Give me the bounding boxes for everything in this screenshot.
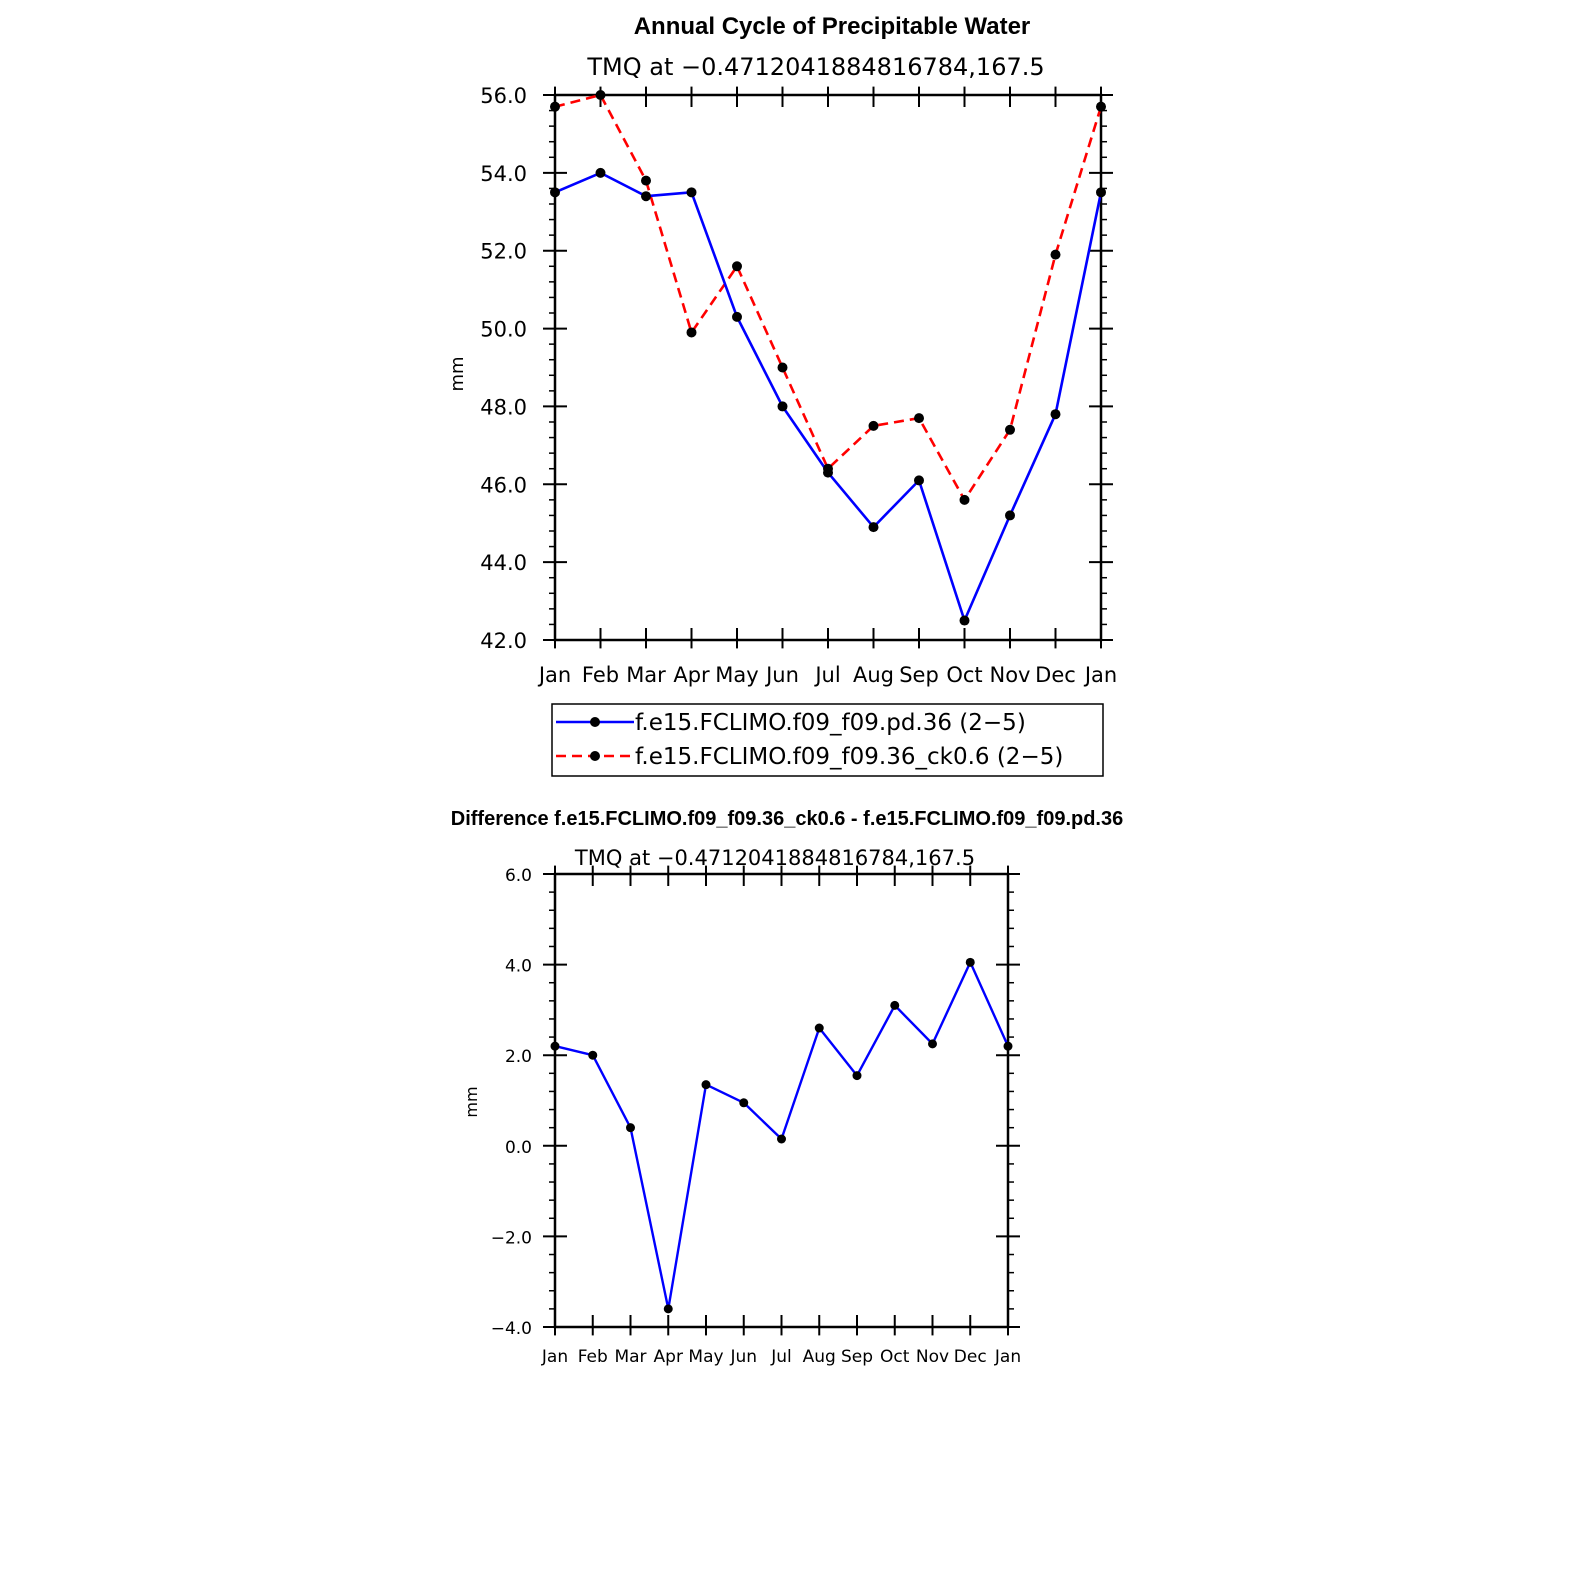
x-tick-label: Dec: [954, 1347, 987, 1367]
plot-frame-2: [553, 872, 1010, 1329]
y-tick-label: −4.0: [491, 1319, 532, 1339]
chart-1-title: Annual Cycle of Precipitable Water: [634, 13, 1031, 40]
chart-2-y-axis-label: mm: [462, 1086, 481, 1117]
x-tick-label: Feb: [582, 663, 619, 687]
series-1-point: [852, 1071, 862, 1081]
series-1-point: [1050, 409, 1061, 420]
y-tick-label: 2.0: [505, 1047, 532, 1067]
series-2-point: [777, 362, 788, 373]
x-tick-label: Dec: [1035, 663, 1076, 687]
x-tick-label: May: [715, 663, 758, 687]
series-1-point: [739, 1098, 749, 1108]
chart-1-subtitle: TMQ at −0.4712041884816784,167.5: [586, 53, 1044, 81]
y-tick-label: 0.0: [505, 1138, 532, 1158]
series-2-point: [1096, 101, 1106, 112]
y-tick-label: 54.0: [480, 162, 527, 186]
series-1-point: [928, 1039, 937, 1049]
x-tick-label: Feb: [578, 1347, 608, 1367]
series-1-point: [1096, 187, 1106, 198]
series-1-point: [550, 187, 560, 198]
x-tick-label: Jan: [541, 1347, 568, 1367]
x-tick-label: Aug: [803, 1347, 836, 1367]
x-tick-label: Nov: [990, 663, 1031, 687]
precipitable-water-chart: Annual Cycle of Precipitable Water TMQ a…: [447, 13, 1117, 777]
series-1-point: [914, 475, 924, 486]
series-2-point: [959, 494, 970, 505]
legend-swatch-marker: [590, 751, 600, 761]
y-tick-label: 44.0: [480, 551, 527, 575]
x-tick-label: Jun: [764, 663, 799, 687]
series-2-point: [641, 175, 651, 186]
x-tick-label: Jan: [537, 663, 571, 687]
series-1-point: [701, 1080, 711, 1090]
series-1-point: [777, 1134, 786, 1144]
x-tick-label: Mar: [614, 1347, 646, 1367]
series-1-point: [663, 1304, 673, 1314]
x-tick-label: Oct: [946, 663, 982, 687]
y-tick-label: 50.0: [480, 318, 527, 342]
series-2-point: [550, 101, 560, 112]
series-1-point: [588, 1050, 598, 1060]
legend-entry-label: f.e15.FCLIMO.f09_f09.pd.36 (2−5): [635, 710, 1026, 736]
series-1-point: [965, 957, 975, 967]
x-tick-label: Sep: [899, 663, 939, 687]
series-1-point: [626, 1123, 635, 1133]
chart-2-title: Difference f.e15.FCLIMO.f09_f09.36_ck0.6…: [451, 808, 1123, 830]
x-tick-label: Oct: [880, 1347, 910, 1367]
chart-2-subtitle: TMQ at −0.4712041884816784,167.5: [574, 846, 975, 870]
x-tick-label: May: [688, 1347, 723, 1367]
y-tick-label: 46.0: [480, 473, 527, 497]
x-tick-label: Jul: [770, 1347, 792, 1367]
series-2-point: [595, 90, 606, 100]
series-1-point: [595, 167, 606, 178]
series-1-point: [641, 191, 651, 202]
x-tick-label: Jun: [729, 1347, 757, 1367]
x-tick-label: Apr: [673, 663, 710, 687]
series-1-point: [686, 187, 697, 198]
x-tick-label: Sep: [841, 1347, 873, 1367]
series-1-point: [959, 615, 970, 626]
x-tick-label: Aug: [853, 663, 894, 687]
x-tick-label: Apr: [654, 1347, 683, 1367]
x-tick-label: Jan: [994, 1347, 1021, 1367]
legend-swatch-marker: [590, 717, 600, 727]
chart-1-y-axis-label: mm: [447, 356, 468, 391]
plot-frame-1: [553, 93, 1103, 642]
series-1-point: [1003, 1041, 1013, 1051]
y-tick-label: 56.0: [480, 84, 527, 108]
series-1-point: [890, 1000, 900, 1010]
legend-entry-label: f.e15.FCLIMO.f09_f09.36_ck0.6 (2−5): [635, 744, 1063, 770]
series-1-point: [868, 522, 879, 533]
series-2-point: [914, 413, 924, 424]
x-tick-label: Mar: [626, 663, 666, 687]
x-tick-label: Jul: [813, 663, 840, 687]
series-1-point: [777, 401, 788, 412]
y-tick-label: −2.0: [491, 1228, 532, 1248]
series-2-point: [868, 420, 879, 431]
series-2-point: [1005, 424, 1015, 435]
y-tick-label: 52.0: [480, 240, 527, 264]
series-2-point: [732, 261, 742, 272]
difference-chart: Difference f.e15.FCLIMO.f09_f09.36_ck0.6…: [451, 808, 1123, 1367]
series-1-point: [814, 1023, 824, 1033]
y-tick-label: 42.0: [480, 629, 527, 653]
x-tick-label: Nov: [916, 1347, 949, 1367]
series-1-point: [1005, 510, 1015, 521]
series-1-point: [823, 467, 833, 478]
series-1-point: [550, 1041, 560, 1051]
x-tick-label: Jan: [1083, 663, 1117, 687]
y-tick-label: 4.0: [505, 957, 532, 977]
series-2-point: [1050, 249, 1061, 260]
y-tick-label: 48.0: [480, 395, 527, 419]
series-1-point: [732, 311, 742, 322]
series-2-line: [554, 93, 1103, 502]
legend-box: [551, 703, 1104, 777]
series-1-line: [554, 171, 1103, 622]
y-tick-label: 6.0: [505, 866, 532, 886]
series-2-point: [686, 327, 697, 338]
legend: f.e15.FCLIMO.f09_f09.pd.36 (2−5) f.e15.FC…: [551, 703, 1104, 777]
